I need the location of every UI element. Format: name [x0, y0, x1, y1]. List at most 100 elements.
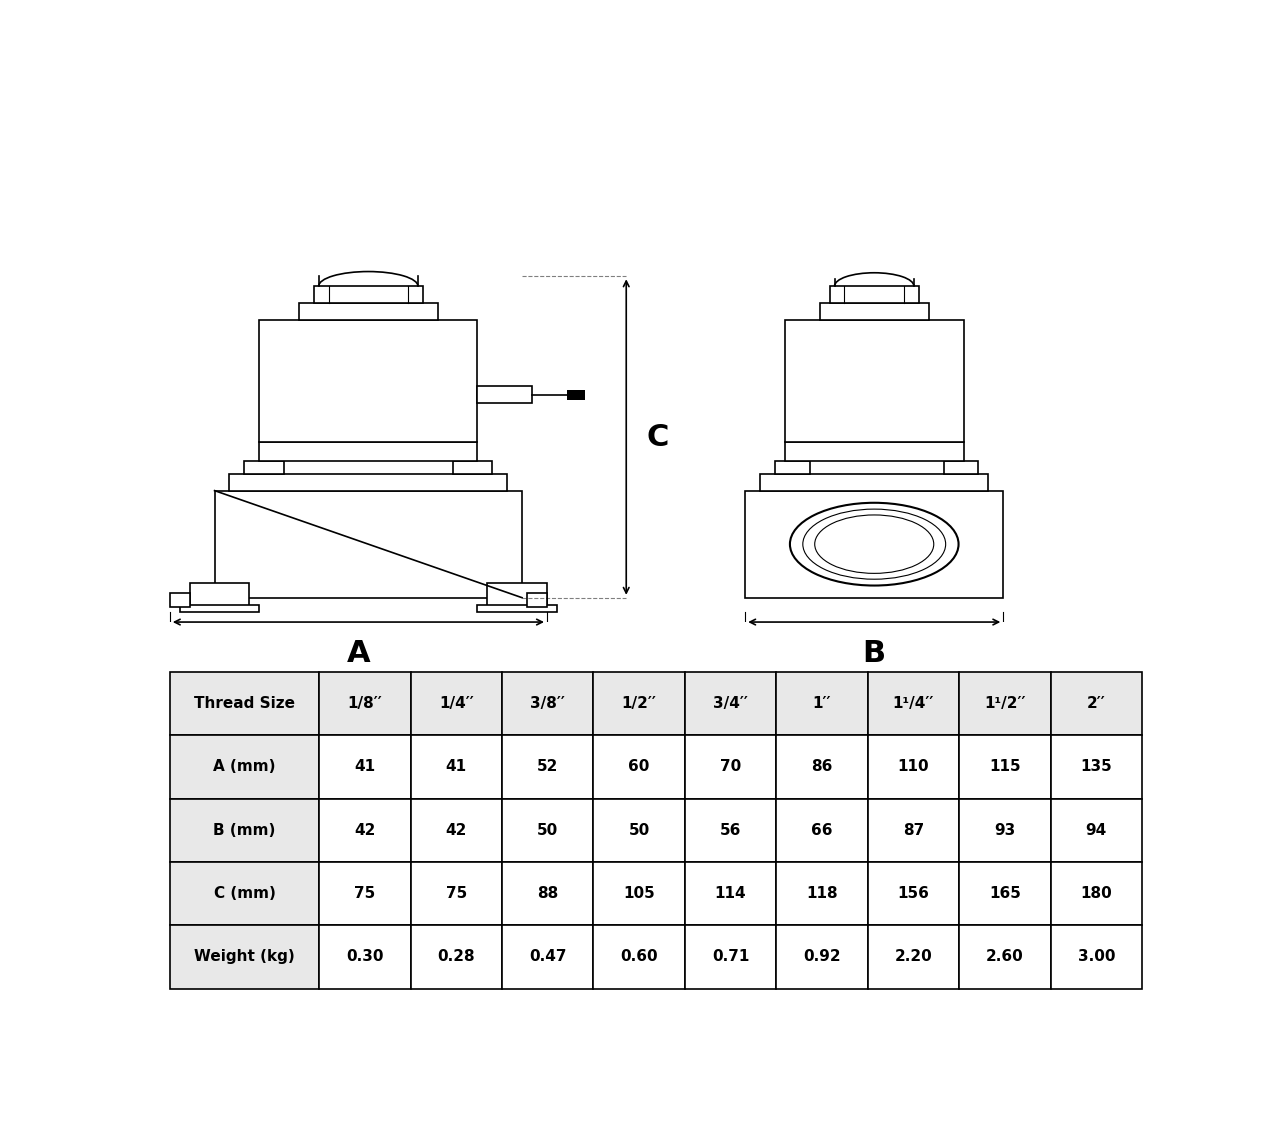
Bar	[868, 735, 959, 799]
Text: 1¹/2′′: 1¹/2′′	[984, 696, 1025, 711]
Bar	[567, 390, 585, 400]
Bar	[170, 925, 319, 988]
Bar	[502, 862, 594, 925]
Bar	[959, 735, 1051, 799]
Text: A: A	[347, 639, 370, 668]
Bar	[314, 286, 422, 303]
Bar	[868, 925, 959, 988]
Bar	[319, 925, 411, 988]
Bar	[170, 672, 319, 735]
Bar	[502, 925, 594, 988]
Bar	[959, 799, 1051, 862]
Bar	[502, 672, 594, 735]
Text: A (mm): A (mm)	[214, 760, 275, 774]
Bar	[594, 672, 685, 735]
Bar	[819, 303, 929, 320]
Text: 1/2′′: 1/2′′	[622, 696, 657, 711]
Text: 87: 87	[902, 823, 924, 837]
Bar	[170, 593, 189, 607]
Bar	[868, 672, 959, 735]
Bar	[594, 799, 685, 862]
Bar	[785, 442, 964, 461]
Bar	[215, 490, 522, 597]
Text: 75: 75	[445, 886, 467, 902]
Bar	[685, 925, 776, 988]
Bar	[411, 862, 502, 925]
Bar	[179, 605, 260, 612]
Text: 3.00: 3.00	[1078, 949, 1115, 965]
Bar	[959, 925, 1051, 988]
Text: B: B	[863, 639, 886, 668]
Bar	[1051, 799, 1142, 862]
Bar	[170, 862, 319, 925]
Bar	[594, 862, 685, 925]
Bar	[488, 583, 547, 607]
Bar	[300, 303, 438, 320]
Bar	[259, 442, 477, 461]
Text: 118: 118	[806, 886, 838, 902]
Text: 42: 42	[445, 823, 467, 837]
Bar	[685, 799, 776, 862]
Bar	[259, 320, 477, 442]
Bar	[477, 385, 532, 403]
Text: 1′′: 1′′	[813, 696, 831, 711]
Text: 52: 52	[538, 760, 558, 774]
Bar	[685, 672, 776, 735]
Bar	[776, 735, 868, 799]
Text: 2.20: 2.20	[895, 949, 932, 965]
Bar	[760, 473, 988, 490]
Text: 93: 93	[995, 823, 1015, 837]
Text: 66: 66	[812, 823, 833, 837]
Bar	[477, 605, 557, 612]
Text: 114: 114	[714, 886, 746, 902]
Bar	[244, 461, 284, 473]
Bar	[776, 862, 868, 925]
Bar	[319, 672, 411, 735]
Bar	[776, 799, 868, 862]
Text: 135: 135	[1080, 760, 1112, 774]
Bar	[868, 799, 959, 862]
Bar	[1051, 672, 1142, 735]
Text: Thread Size: Thread Size	[195, 696, 294, 711]
Bar	[1051, 735, 1142, 799]
Text: 41: 41	[355, 760, 375, 774]
Text: Weight (kg): Weight (kg)	[195, 949, 294, 965]
Text: 75: 75	[355, 886, 375, 902]
Bar	[943, 461, 978, 473]
Bar	[685, 862, 776, 925]
Text: 0.28: 0.28	[438, 949, 475, 965]
Text: 0.71: 0.71	[712, 949, 749, 965]
Bar	[319, 862, 411, 925]
Text: 1/4′′: 1/4′′	[439, 696, 474, 711]
Text: 3/4′′: 3/4′′	[713, 696, 748, 711]
Text: 3/8′′: 3/8′′	[530, 696, 566, 711]
Bar	[959, 862, 1051, 925]
Text: 156: 156	[897, 886, 929, 902]
Bar	[776, 672, 868, 735]
Bar	[685, 735, 776, 799]
Text: C: C	[646, 423, 668, 452]
Text: 56: 56	[719, 823, 741, 837]
Text: 165: 165	[989, 886, 1021, 902]
Bar	[453, 461, 493, 473]
Bar	[745, 490, 1004, 597]
Text: 70: 70	[719, 760, 741, 774]
Text: 0.47: 0.47	[529, 949, 567, 965]
Bar	[868, 862, 959, 925]
Bar	[170, 735, 319, 799]
Text: 2.60: 2.60	[986, 949, 1024, 965]
Bar	[829, 286, 919, 303]
Bar	[411, 735, 502, 799]
Bar	[594, 925, 685, 988]
Text: 105: 105	[623, 886, 655, 902]
Bar	[1051, 862, 1142, 925]
Bar	[229, 473, 507, 490]
Bar	[1051, 925, 1142, 988]
Text: 110: 110	[897, 760, 929, 774]
Bar	[527, 593, 547, 607]
Bar	[411, 925, 502, 988]
Text: 1¹/4′′: 1¹/4′′	[892, 696, 934, 711]
Text: 88: 88	[538, 886, 558, 902]
Bar	[959, 672, 1051, 735]
Bar	[776, 925, 868, 988]
